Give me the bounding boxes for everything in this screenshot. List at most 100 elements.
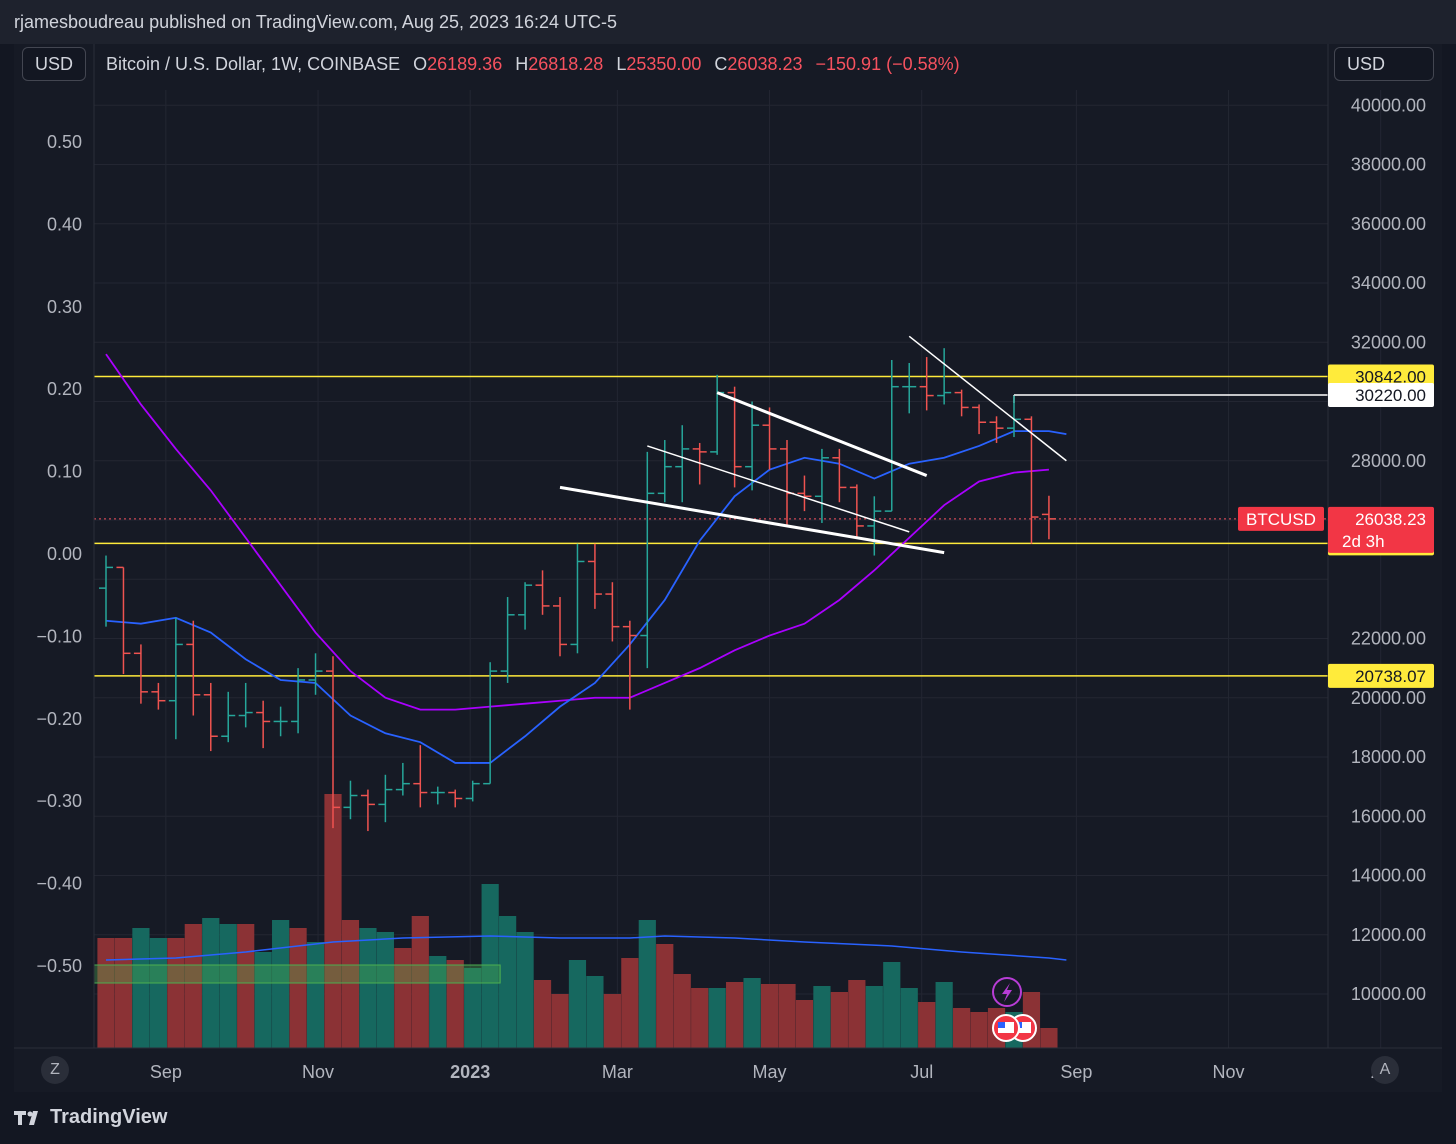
horizontal-levels [94,375,1328,677]
volume-bar [865,986,883,1048]
time-tick-label: Sep [1060,1062,1092,1082]
volume-bar [830,992,848,1048]
last-price-badge [1328,506,1434,553]
high-label: H [515,54,529,74]
volume-bar [516,932,534,1048]
volume-bar [795,1000,814,1048]
moving-averages [105,353,1067,764]
chart-area[interactable] [14,44,1442,1092]
price-tick-label: 34000.00 [1351,273,1426,293]
level-badge-yellow [1328,364,1434,389]
auto-scale-label: A [1379,1061,1391,1078]
volume-bar [376,932,394,1048]
zoom-button[interactable]: Z [41,1056,69,1084]
price-tick-label: 20000.00 [1351,688,1426,708]
volume-bar [359,928,377,1048]
trendline [908,335,1067,462]
volume-bar [708,988,726,1048]
flag-stripe-icon [1015,1022,1031,1033]
countdown-label: 2d 3h [1342,532,1385,551]
left-tick-label: 0.30 [47,297,82,317]
high-value: 26818.28 [528,54,604,74]
left-tick-label: 0.10 [47,462,82,482]
low-label: L [616,54,627,74]
volume-bar [918,1002,936,1048]
currency-label: USD [35,53,74,74]
currency-button-right[interactable]: USD [1334,47,1434,81]
close-label: C [714,54,728,74]
volume-bar [429,956,447,1048]
volume-bar [760,984,779,1048]
volume-bar [272,920,290,1048]
left-tick-label: −0.40 [36,874,82,894]
volume-bar [481,884,499,1048]
volume-bar [306,942,325,1048]
volume-bar [900,988,918,1048]
last-price-label: 26038.23 [1355,510,1426,529]
volume-bar [743,978,761,1048]
time-tick-label: 2023 [450,1062,490,1082]
auto-scale-button[interactable]: A [1371,1056,1399,1084]
volume-bar [673,974,691,1048]
price-tick-label: 16000.00 [1351,806,1426,826]
volume-bar [603,994,621,1048]
trendlines [559,335,1067,555]
volume-bar [114,938,133,1048]
brand-name: TradingView [50,1106,168,1128]
volume-bar [726,982,744,1048]
volume-bar [411,916,429,1048]
volume-highlight-box [93,964,501,984]
volume-bar [289,928,307,1048]
open-value: 26189.36 [427,54,503,74]
close-value: 26038.23 [727,54,803,74]
volume-bar [149,938,167,1048]
level-badge-white-label: 30220.00 [1355,386,1426,405]
volume-bar [499,916,517,1048]
trendline [716,391,928,477]
volume-bar [883,962,901,1048]
zoom-button-label: Z [50,1061,60,1078]
level-badge-yellow-label: 30842.00 [1355,368,1426,387]
volume-bar [237,924,255,1048]
axes: 40000.00 38000.00 36000.00 34000.00 32000.00… [14,44,1442,1082]
volume-bar [935,982,953,1048]
left-tick-label: −0.20 [36,709,82,729]
currency-button-left[interactable]: USD [22,47,87,81]
flag-stripe-icon [998,1022,1014,1033]
volume-bar [394,948,412,1048]
price-tick-label: 32000.00 [1351,332,1426,352]
level-badge-white [1328,382,1434,407]
price-tick-label: 18000.00 [1351,747,1426,767]
symbol-title: Bitcoin / U.S. Dollar, 1W, COINBASE [106,54,401,74]
publisher-line: rjamesboudreau published on TradingView.… [14,12,618,32]
price-tick-label: 38000.00 [1351,155,1426,175]
volume-bars [93,794,1067,1048]
volume-bar [813,986,831,1048]
time-tick-label: Sep [150,1062,182,1082]
event-markers [992,977,1037,1042]
time-tick-label: Jul [910,1062,933,1082]
volume-bar [691,988,709,1048]
price-tick-label: 12000.00 [1351,925,1426,945]
price-tick-label: 36000.00 [1351,214,1426,234]
volume-bar [219,924,237,1048]
price-tick-label: 40000.00 [1351,95,1426,115]
tradingview-logo[interactable]: TradingView [14,1106,167,1129]
price-tick-label: 28000.00 [1351,451,1426,471]
grid-lines [94,90,1382,1048]
volume-bar [533,980,552,1048]
volume-bar [953,1008,971,1048]
left-tick-label: 0.50 [47,132,82,152]
price-tick-label: 14000.00 [1351,866,1426,886]
volume-ma-line [105,935,1067,961]
open-label: O [413,54,428,74]
symbol-badge [1238,506,1324,531]
left-tick-label: −0.50 [36,956,82,976]
volume-bar [568,960,587,1048]
left-tick-label: −0.10 [36,626,82,646]
left-tick-label: 0.00 [47,544,82,564]
volume-bar [184,924,202,1048]
volume-bar [778,984,796,1048]
currency-label: USD [1347,53,1386,74]
